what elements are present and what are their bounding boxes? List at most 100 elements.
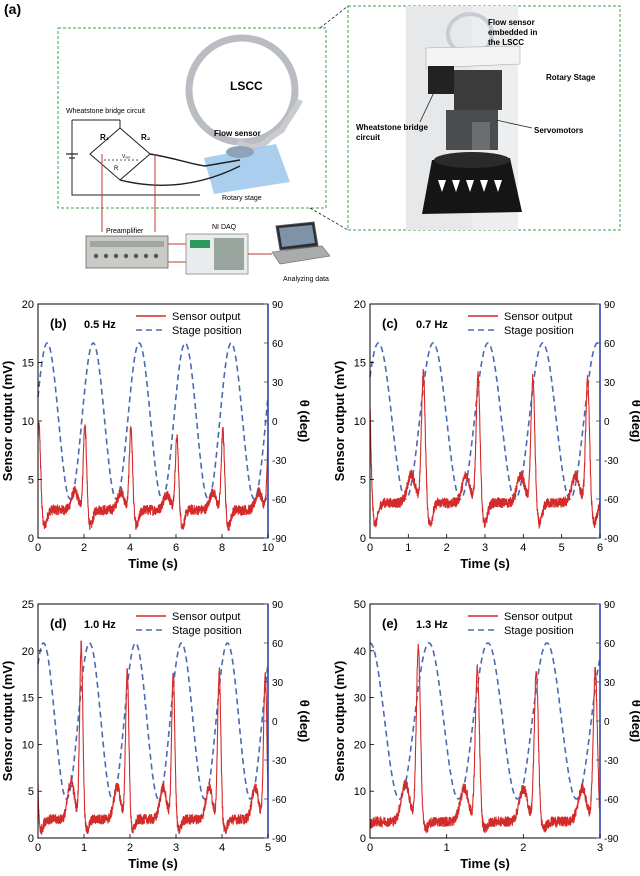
x-axis-label: Time (s)	[460, 856, 510, 871]
flow-sensor-body	[226, 146, 254, 158]
y2-axis-label: θ (deg)	[629, 400, 640, 442]
x-tick-label: 0	[35, 842, 41, 854]
preamplifier-device	[85, 235, 169, 269]
panel-a: (a) LSCC Flow sensor Rotary stage Wheats…	[4, 1, 621, 283]
wheatstone-title: Wheatstone bridge circuit	[66, 108, 145, 115]
rotary-stage-plate	[204, 144, 290, 194]
y2-tick-label: -60	[272, 495, 287, 506]
y2-tick-label: 60	[604, 639, 616, 650]
x-axis-label: Time (s)	[128, 556, 178, 571]
x-tick-label: 2	[127, 842, 133, 854]
y-tick-label: 0	[28, 533, 34, 545]
y-tick-label: 10	[354, 416, 366, 428]
y2-tick-label: -60	[604, 495, 619, 506]
preamplifier-panel	[90, 241, 164, 247]
y-tick-label: 30	[354, 693, 366, 705]
photo-servo-top	[454, 70, 502, 110]
y2-tick-label: 0	[272, 417, 278, 428]
photo-flow-sensor-line3: the LSCC	[488, 38, 524, 47]
y-tick-label: 25	[22, 599, 34, 611]
y2-axis-label: θ (deg)	[629, 700, 640, 742]
x-tick-label: 1	[81, 842, 87, 854]
x-tick-label: 6	[597, 542, 603, 554]
photo-wheatstone-line1: Wheatstone bridge	[356, 123, 429, 132]
y2-tick-label: -90	[604, 834, 619, 845]
plot-frame	[369, 603, 601, 839]
x-tick-label: 3	[597, 842, 603, 854]
ni-daq-terminal	[214, 238, 244, 270]
photo-rotary-stage-label: Rotary Stage	[546, 73, 596, 82]
photo-plate	[425, 45, 521, 69]
y-tick-label: 15	[22, 693, 34, 705]
y-axis-label: Sensor output (mV)	[332, 661, 347, 782]
chart-d: 0 1 2 3 4 5 0 5 10 15 20 25 -90 -60 -30 0 30 60 90 Time (s)…	[0, 599, 312, 871]
stage-position-line	[369, 342, 601, 500]
x-tick-label: 0	[367, 542, 373, 554]
laptop-base	[271, 245, 331, 265]
frequency-label: 0.5 Hz	[84, 319, 116, 331]
analyzing-label: Analyzing data	[283, 276, 329, 283]
stage-position-line	[37, 642, 269, 800]
x-tick-label: 0	[35, 542, 41, 554]
x-tick-label: 3	[482, 542, 488, 554]
frequency-label: 1.3 Hz	[416, 619, 448, 631]
sensor-wire-1	[149, 153, 241, 167]
y-tick-label: 0	[28, 833, 34, 845]
zoom-line-bottom	[309, 207, 349, 231]
y-tick-label: 40	[354, 646, 366, 658]
legend-sensor-label: Sensor output	[172, 611, 241, 623]
y-tick-label: 0	[360, 833, 366, 845]
panel-a-label: (a)	[4, 1, 21, 17]
y2-tick-label: -30	[272, 456, 287, 467]
y2-tick-label: -90	[272, 534, 287, 545]
legend-stage-label: Stage position	[504, 625, 574, 637]
stage-position-line	[369, 642, 601, 800]
schematic-outline	[57, 27, 327, 209]
r-label: R	[114, 166, 119, 172]
photo-wheatstone-line2: circuit	[356, 133, 380, 142]
y2-tick-label: 30	[604, 378, 616, 389]
legend-stage-label: Stage position	[172, 625, 242, 637]
y-tick-label: 15	[354, 358, 366, 370]
y-tick-label: 0	[360, 533, 366, 545]
x-tick-label: 5	[265, 842, 271, 854]
panel-label: (e)	[382, 616, 398, 631]
r2-label: R₂	[141, 133, 151, 142]
y2-tick-label: -90	[604, 534, 619, 545]
stage-position-line	[37, 342, 269, 500]
preamplifier-label: Preamplifier	[106, 228, 144, 235]
chart-b: 0 2 4 6 8 10 0 5 10 15 20 -90 -60 -30 0 30 60 90 Time (s) S…	[0, 299, 312, 571]
y-tick-label: 20	[22, 646, 34, 658]
x-tick-label: 0	[367, 842, 373, 854]
panel-label: (d)	[50, 616, 67, 631]
rotary-stage-label: Rotary stage	[222, 195, 262, 202]
sensor-output-line	[37, 640, 269, 835]
legend-stage-label: Stage position	[172, 325, 242, 337]
x-tick-label: 1	[405, 542, 411, 554]
y-axis-label: Sensor output (mV)	[0, 661, 15, 782]
x-tick-label: 2	[81, 542, 87, 554]
sensor-wire-2	[119, 165, 241, 186]
frequency-label: 1.0 Hz	[84, 619, 116, 631]
y-axis-label: Sensor output (mV)	[332, 361, 347, 482]
y-tick-label: 20	[354, 739, 366, 751]
y-tick-label: 5	[360, 475, 366, 487]
sensor-output-line	[369, 643, 601, 834]
legend-stage-label: Stage position	[504, 325, 574, 337]
photo-servomotors-label: Servomotors	[534, 126, 584, 135]
x-tick-label: 2	[520, 842, 526, 854]
y2-tick-label: 60	[272, 639, 284, 650]
y-tick-label: 15	[22, 358, 34, 370]
y-tick-label: 10	[22, 739, 34, 751]
y-tick-label: 10	[22, 416, 34, 428]
y2-tick-label: 90	[604, 300, 616, 311]
y2-tick-label: 90	[272, 300, 284, 311]
frequency-label: 0.7 Hz	[416, 319, 448, 331]
x-tick-label: 6	[173, 542, 179, 554]
laptop-display	[279, 225, 315, 247]
y-tick-label: 50	[354, 599, 366, 611]
lscc-tail	[236, 98, 303, 150]
x-tick-label: 4	[520, 542, 526, 554]
y2-tick-label: 60	[272, 339, 284, 350]
y-axis-label: Sensor output (mV)	[0, 361, 15, 482]
